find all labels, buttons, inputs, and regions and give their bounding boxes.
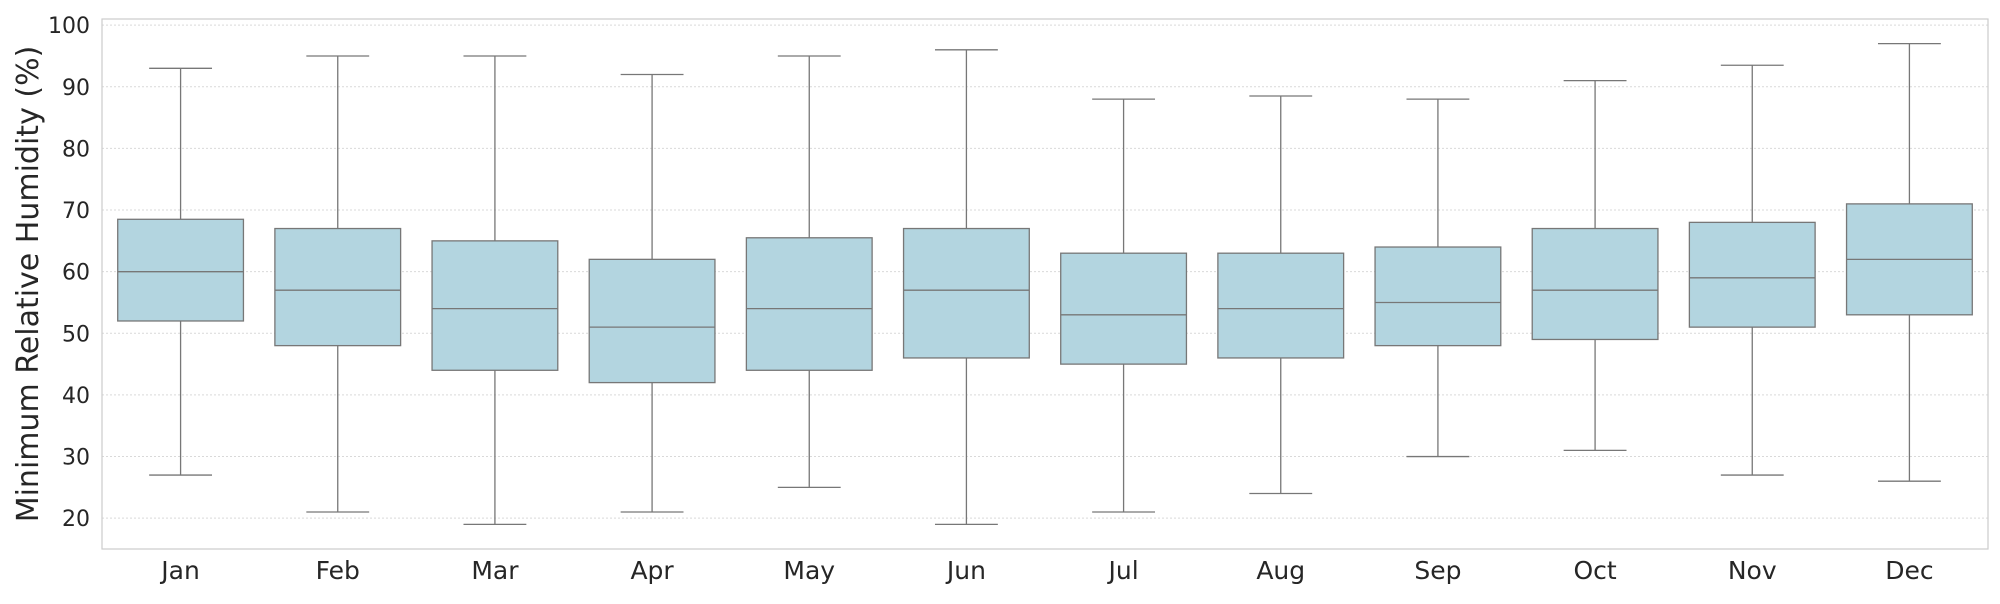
x-tick-label: Feb xyxy=(316,556,360,585)
y-tick-label: 50 xyxy=(62,322,90,347)
iqr-box xyxy=(1688,221,1816,328)
iqr-box xyxy=(117,218,245,322)
iqr-box xyxy=(1217,252,1345,359)
y-tick-label: 70 xyxy=(62,199,90,224)
box-jan xyxy=(117,67,245,476)
box-nov xyxy=(1688,64,1816,476)
x-tick-label: Oct xyxy=(1573,556,1616,585)
y-tick-label: 100 xyxy=(48,14,90,39)
x-tick-label: Jul xyxy=(1106,556,1138,585)
iqr-box xyxy=(745,237,873,371)
x-tick-label: Sep xyxy=(1414,556,1461,585)
x-tick-label: Apr xyxy=(630,556,674,585)
x-tick-label: Dec xyxy=(1885,556,1933,585)
box-jun xyxy=(902,49,1030,525)
y-axis-label: Minimum Relative Humidity (%) xyxy=(11,46,46,523)
box-may xyxy=(745,55,873,489)
box-jul xyxy=(1060,98,1188,513)
box-mar xyxy=(431,55,559,525)
y-axis-ticks: 20 30 40 50 60 70 80 90 100 xyxy=(48,14,90,532)
x-tick-label: Jun xyxy=(945,556,986,585)
x-axis-ticks: Jan Feb Mar Apr May Jun Jul Aug Sep Oct Nov Dec xyxy=(159,556,1933,585)
iqr-box xyxy=(1374,246,1502,347)
box-apr xyxy=(588,73,716,513)
box-sep xyxy=(1374,98,1502,458)
iqr-box xyxy=(1060,252,1188,365)
box-oct xyxy=(1531,79,1659,452)
iqr-box xyxy=(274,227,402,347)
box-feb xyxy=(274,55,402,513)
x-tick-label: May xyxy=(783,556,835,585)
y-tick-label: 40 xyxy=(62,384,90,409)
iqr-box xyxy=(588,258,716,384)
y-tick-label: 60 xyxy=(62,261,90,286)
iqr-box xyxy=(1531,227,1659,341)
plot-area-frame xyxy=(101,18,1989,550)
y-tick-label: 90 xyxy=(62,76,90,101)
box-series xyxy=(117,43,1973,525)
x-tick-label: Nov xyxy=(1728,556,1777,585)
iqr-box xyxy=(902,227,1030,359)
y-tick-label: 30 xyxy=(62,446,90,471)
y-tick-label: 20 xyxy=(62,507,90,532)
x-tick-label: Mar xyxy=(471,556,519,585)
box-aug xyxy=(1217,95,1345,495)
iqr-box xyxy=(431,240,559,371)
box-dec xyxy=(1845,43,1973,482)
x-tick-label: Jan xyxy=(159,556,200,585)
y-tick-label: 80 xyxy=(62,137,90,162)
x-tick-label: Aug xyxy=(1256,556,1305,585)
